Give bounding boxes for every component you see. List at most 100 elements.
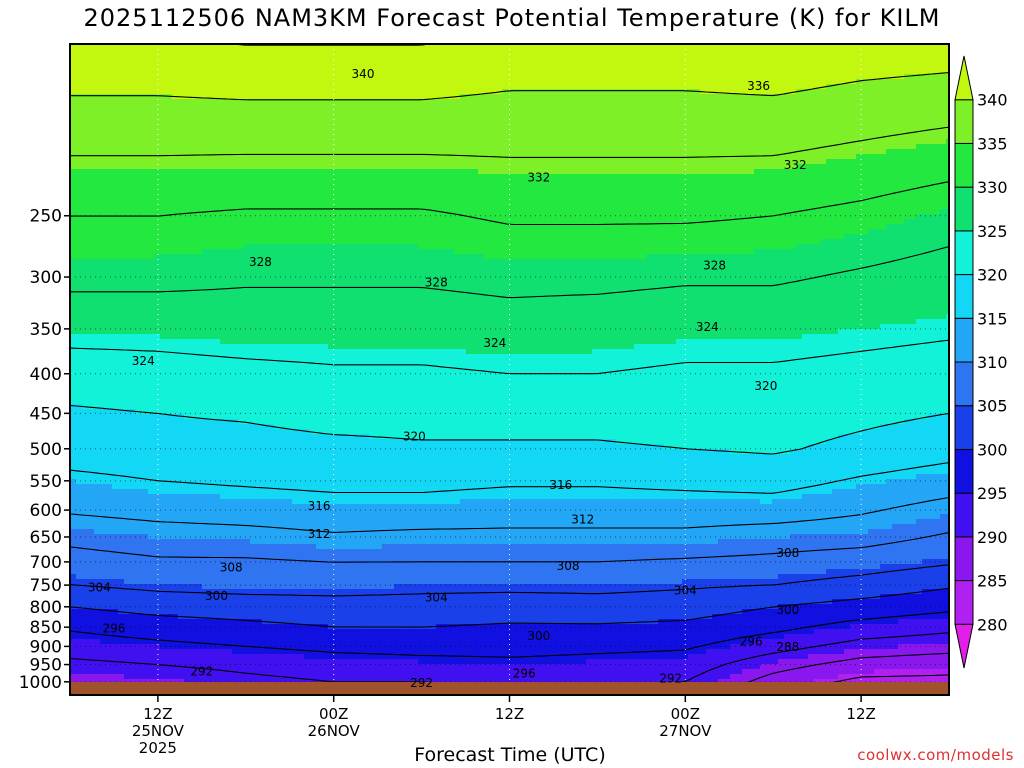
contour-label: 340 [352, 67, 375, 81]
contour-label: 324 [132, 354, 155, 368]
y-tick-label: 250 [30, 207, 62, 227]
colorbar-swatch [954, 186, 974, 232]
theta-contour-316 [70, 462, 949, 494]
colorbar-swatch [954, 230, 974, 276]
contour-label: 320 [754, 379, 777, 393]
theta-contour-336 [70, 126, 949, 158]
source-credit: coolwx.com/models [857, 746, 1014, 764]
contour-label: 316 [549, 478, 572, 492]
contour-label: 312 [571, 512, 594, 526]
colorbar: 280 285 290 295 300 305 310 315 320 325 330 335 340 [954, 55, 1008, 669]
contour-label: 288 [776, 640, 799, 654]
y-tick-label: 800 [30, 598, 62, 618]
theta-contour-328 [70, 246, 949, 299]
contour-label: 320 [403, 429, 426, 443]
contour-label: 296 [102, 621, 125, 635]
colorbar-label: 310 [977, 353, 1008, 372]
x-tick-label: 00Z [671, 705, 700, 723]
colorbar-label: 285 [977, 572, 1008, 591]
contour-label: 296 [740, 634, 763, 648]
contour-labels: 340 336 332 332 328 328 328 324 324 324 320 320 316 3… [88, 67, 807, 690]
y-tick-label: 500 [30, 440, 62, 460]
theta-contour-296 [70, 611, 949, 658]
y-tick-label: 850 [30, 618, 62, 638]
x-tick-label: 27NOV [659, 722, 712, 740]
contour-label: 336 [747, 79, 770, 93]
y-axis: 250 300 350 400 450 500 550 600 650 700 7508008509… [19, 207, 70, 693]
colorbar-swatch [954, 536, 974, 582]
y-tick-label: 1000 [19, 673, 62, 693]
colorbar-label: 325 [977, 222, 1008, 241]
colorbar-label: 280 [977, 615, 1008, 634]
colorbar-label: 295 [977, 484, 1008, 503]
contour-label: 312 [308, 527, 331, 541]
contour-label: 292 [190, 665, 213, 679]
y-tick-label: 600 [30, 501, 62, 521]
y-tick-label: 700 [30, 553, 62, 573]
contour-label: 308 [557, 559, 580, 573]
contour-label: 304 [88, 580, 111, 594]
colorbar-label: 290 [977, 528, 1008, 547]
colorbar-swatch [954, 623, 974, 669]
theta-heatmap [70, 44, 949, 695]
theta-contour-304 [70, 564, 949, 597]
y-tick-label: 450 [30, 404, 62, 424]
theta-contour-340 [70, 72, 949, 101]
y-tick-label: 750 [30, 576, 62, 596]
x-tick-label: 00Z [319, 705, 348, 723]
theta-contour-312 [70, 497, 949, 534]
y-tick-label: 350 [30, 320, 62, 340]
colorbar-swatch [954, 99, 974, 144]
colorbar-swatch [954, 274, 974, 319]
colorbar-swatch [954, 361, 974, 407]
colorbar-swatch [954, 448, 974, 494]
y-tick-label: 900 [30, 637, 62, 657]
dotted-grid [70, 44, 949, 695]
contour-label: 308 [776, 546, 799, 560]
contour-label: 304 [674, 583, 697, 597]
contour-label: 316 [308, 499, 331, 513]
x-tick-label: 26NOV [308, 722, 361, 740]
colorbar-label: 315 [977, 309, 1008, 328]
chart-title: 2025112506 NAM3KM Forecast Potential Tem… [83, 4, 941, 32]
colorbar-label: 300 [977, 440, 1008, 459]
contour-label: 308 [220, 561, 243, 575]
contour-label: 300 [527, 629, 550, 643]
colorbar-swatch [954, 405, 974, 450]
contour-label: 328 [425, 276, 448, 290]
x-tick-label: 12Z [495, 705, 524, 723]
colorbar-swatch [954, 142, 974, 188]
colorbar-label: 340 [977, 91, 1008, 110]
contour-label: 292 [410, 676, 433, 690]
y-tick-label: 300 [30, 268, 62, 288]
contour-label: 296 [513, 666, 536, 680]
contour-label: 304 [425, 590, 448, 604]
y-tick-label: 400 [30, 365, 62, 385]
colorbar-swatch [954, 55, 974, 101]
x-tick-label: 12Z [143, 705, 172, 723]
ground-strip [70, 682, 949, 695]
contour-label: 324 [483, 336, 506, 350]
x-tick-label: 25NOV [132, 722, 185, 740]
contour-label: 324 [696, 320, 719, 334]
y-tick-label: 550 [30, 472, 62, 492]
contour-label: 300 [776, 603, 799, 617]
theta-contour-332 [70, 181, 949, 226]
x-tick-label: 2025 [139, 739, 177, 757]
colorbar-swatch [954, 492, 974, 538]
theta-contour-320 [70, 404, 949, 455]
y-tick-label: 650 [30, 528, 62, 548]
colorbar-label: 330 [977, 178, 1008, 197]
colorbar-swatch [954, 580, 974, 625]
x-axis-title: Forecast Time (UTC) [414, 744, 606, 766]
contour-label: 328 [703, 259, 726, 273]
colorbar-label: 320 [977, 266, 1008, 285]
x-tick-label: 12Z [846, 705, 875, 723]
colorbar-label: 305 [977, 397, 1008, 416]
colorbar-swatch [954, 317, 974, 363]
contour-label: 332 [527, 170, 550, 184]
colorbar-label: 335 [977, 134, 1008, 153]
contour-label: 292 [659, 671, 682, 685]
